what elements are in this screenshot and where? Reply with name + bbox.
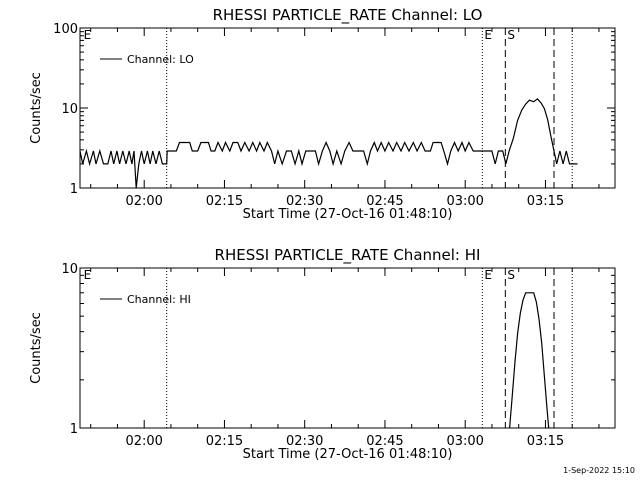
legend-label: Channel: LO bbox=[127, 53, 194, 66]
chart-title: RHESSI PARTICLE_RATE Channel: LO bbox=[213, 6, 483, 25]
event-marker-label: S bbox=[507, 28, 515, 42]
plot-hi-channel: RHESSI PARTICLE_RATE Channel: HI 1 10 Count… bbox=[29, 246, 616, 462]
event-marker-label: S bbox=[507, 268, 515, 282]
x-tick-label: 03:00 bbox=[446, 194, 483, 209]
x-axis-label: Start Time (27-Oct-16 01:48:10) bbox=[243, 447, 453, 462]
y-axis-label: Counts/sec bbox=[29, 312, 44, 384]
y-axis-label: Counts/sec bbox=[29, 72, 44, 144]
plot-frame bbox=[79, 267, 616, 429]
plot-lo-channel: RHESSI PARTICLE_RATE Channel: LO 1 10 100 Co… bbox=[29, 6, 616, 222]
y-tick-label: 1 bbox=[70, 182, 78, 197]
footer-timestamp: 1-Sep-2022 15:10 bbox=[563, 466, 635, 475]
y-tick-label: 100 bbox=[53, 22, 78, 37]
x-tick-label: 03:00 bbox=[446, 434, 483, 449]
x-tick-label: 02:30 bbox=[286, 434, 323, 449]
series-line bbox=[79, 98, 578, 189]
y-tick-label: 10 bbox=[61, 102, 78, 117]
chart-title: RHESSI PARTICLE_RATE Channel: HI bbox=[215, 246, 481, 265]
legend-label: Channel: HI bbox=[127, 293, 191, 306]
y-tick-label: 1 bbox=[70, 422, 78, 437]
x-tick-label: 02:45 bbox=[366, 194, 403, 209]
x-tick-label: 02:00 bbox=[125, 434, 162, 449]
series-line bbox=[509, 292, 550, 429]
event-marker-label: E bbox=[484, 28, 492, 42]
event-marker-label: E bbox=[484, 268, 492, 282]
x-tick-label: 02:00 bbox=[125, 194, 162, 209]
x-tick-label: 02:30 bbox=[286, 194, 323, 209]
x-axis-label: Start Time (27-Oct-16 01:48:10) bbox=[243, 207, 453, 222]
x-tick-label: 03:15 bbox=[527, 434, 564, 449]
event-marker-label: E bbox=[84, 28, 92, 42]
event-marker-label: E bbox=[84, 268, 92, 282]
x-tick-label: 02:15 bbox=[206, 194, 243, 209]
x-tick-label: 02:15 bbox=[206, 434, 243, 449]
x-tick-label: 02:45 bbox=[366, 434, 403, 449]
y-tick-label: 10 bbox=[61, 262, 78, 277]
x-tick-label: 03:15 bbox=[527, 194, 564, 209]
